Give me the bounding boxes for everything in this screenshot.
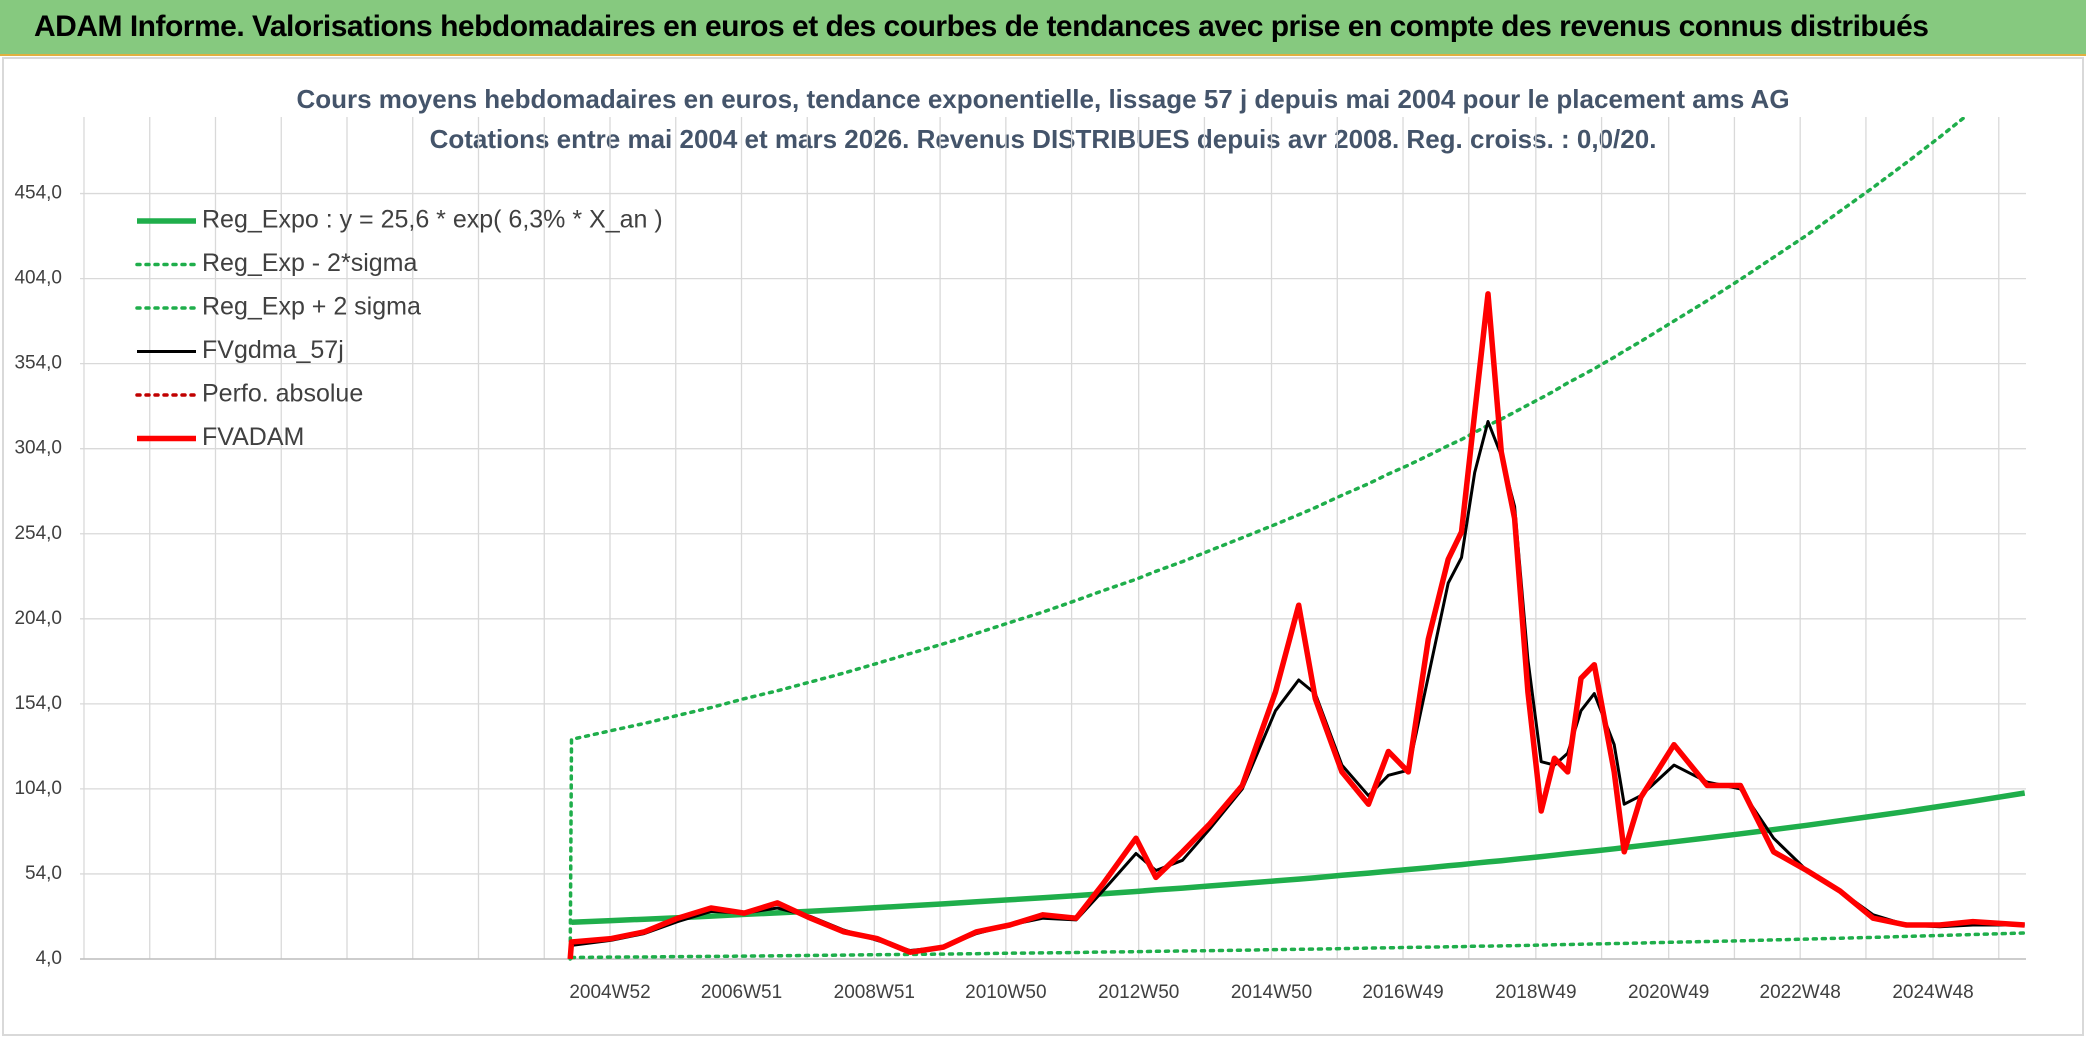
y-tick-label: 404,0 (14, 268, 62, 289)
x-tick-label: 2014W50 (1231, 982, 1312, 1003)
legend-label: FVADAM (202, 423, 304, 451)
y-tick-label: 254,0 (14, 523, 62, 544)
y-tick-label: 54,0 (25, 863, 62, 884)
series-line (568, 117, 1968, 961)
plot-area (567, 117, 2026, 961)
legend-label: Reg_Exp - 2*sigma (202, 249, 417, 277)
header: ADAM Informe. Valorisations hebdomadaire… (0, 0, 2086, 56)
header-title: ADAM Informe. Valorisations hebdomadaire… (34, 10, 1929, 43)
x-tick-label: 2010W50 (965, 982, 1046, 1003)
x-tick-label: 2018W49 (1495, 982, 1576, 1003)
y-tick-label: 304,0 (14, 438, 62, 459)
chart-title: Cours moyens hebdomadaires en euros, ten… (296, 84, 1789, 114)
x-tick-label: 2020W49 (1628, 982, 1709, 1003)
x-tick-label: 2016W49 (1362, 982, 1443, 1003)
x-tick-label: 2008W51 (834, 982, 915, 1003)
y-tick-label: 4,0 (36, 948, 62, 969)
x-tick-label: 2004W52 (569, 982, 650, 1003)
y-tick-label: 154,0 (14, 693, 62, 714)
y-tick-label: 354,0 (14, 353, 62, 374)
legend-label: Reg_Exp + 2 sigma (202, 293, 421, 321)
legend-label: FVgdma_57j (202, 336, 344, 364)
series-line (567, 291, 2025, 960)
legend-label: Reg_Expo : y = 25,6 * exp( 6,3% * X_an ) (202, 206, 663, 234)
x-tick-label: 2006W51 (701, 982, 782, 1003)
y-tick-label: 454,0 (14, 183, 62, 204)
x-tick-label: 2012W50 (1098, 982, 1179, 1003)
x-tick-label: 2024W48 (1892, 982, 1973, 1003)
chart-frame (2, 57, 2084, 1036)
chart-subtitle: Cotations entre mai 2004 et mars 2026. R… (430, 124, 1657, 154)
x-tick-label: 2022W48 (1760, 982, 1841, 1003)
y-tick-label: 204,0 (14, 608, 62, 629)
chart: Cours moyens hebdomadaires en euros, ten… (2, 57, 2084, 1036)
series-line (571, 790, 2026, 926)
legend-label: Perfo. absolue (202, 380, 363, 408)
y-tick-label: 104,0 (14, 778, 62, 799)
series-line (569, 931, 2026, 960)
